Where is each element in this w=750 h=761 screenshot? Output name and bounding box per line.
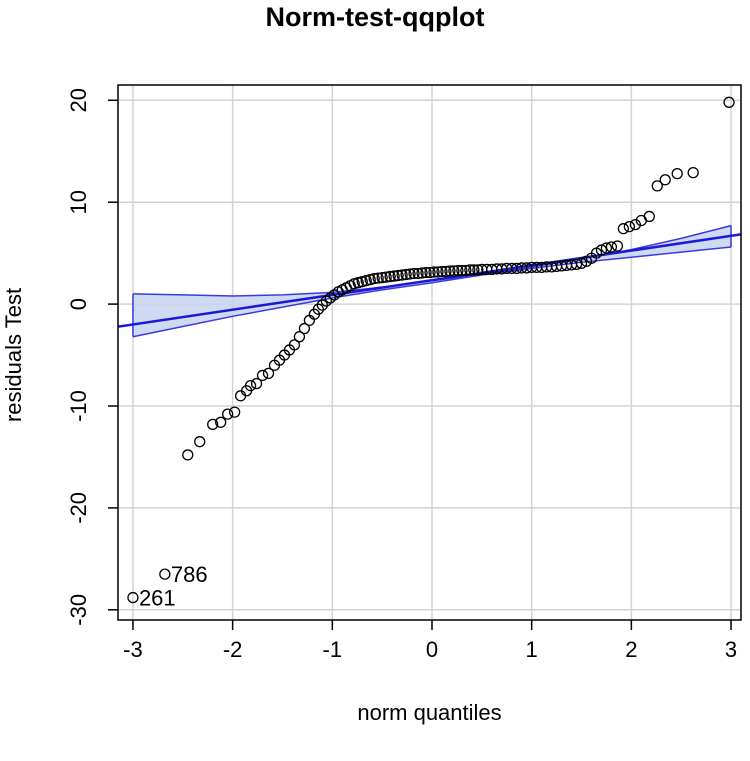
x-tick-label: -3 bbox=[123, 637, 143, 662]
plot-frame bbox=[117, 84, 742, 621]
data-point bbox=[384, 270, 396, 283]
data-point bbox=[440, 265, 452, 278]
data-point bbox=[651, 180, 663, 192]
data-point bbox=[611, 240, 624, 252]
data-point bbox=[643, 210, 655, 223]
data-point bbox=[312, 303, 325, 315]
data-point bbox=[464, 264, 476, 276]
data-point bbox=[288, 339, 301, 351]
data-point bbox=[376, 271, 388, 284]
x-tick-label: -2 bbox=[223, 637, 243, 662]
data-point bbox=[408, 267, 420, 280]
data-point-outlier bbox=[159, 568, 171, 580]
data-point bbox=[256, 369, 269, 382]
data-point bbox=[404, 268, 416, 280]
data-point bbox=[194, 436, 206, 448]
data-point bbox=[659, 174, 671, 186]
data-point bbox=[207, 418, 219, 430]
data-point bbox=[432, 266, 444, 278]
data-point bbox=[452, 264, 464, 277]
data-point bbox=[372, 272, 384, 284]
data-point bbox=[221, 408, 234, 420]
data-point bbox=[448, 265, 460, 277]
x-tick-label: 0 bbox=[426, 637, 438, 662]
point-label: 261 bbox=[139, 586, 176, 611]
reference-line bbox=[118, 233, 741, 328]
chart-title: Norm-test-qqplot bbox=[265, 2, 485, 32]
data-point bbox=[420, 266, 432, 279]
data-point bbox=[444, 265, 456, 277]
data-point bbox=[412, 267, 424, 280]
data-point bbox=[234, 390, 247, 402]
data-point bbox=[605, 241, 618, 253]
y-tick-label: -20 bbox=[66, 492, 91, 524]
data-point bbox=[416, 267, 428, 279]
y-tick-label: -10 bbox=[66, 390, 91, 422]
data-point bbox=[623, 220, 636, 233]
confidence-band-lower bbox=[132, 246, 732, 338]
data-point bbox=[595, 244, 608, 256]
y-tick-label: -30 bbox=[66, 594, 91, 626]
data-point bbox=[316, 299, 328, 311]
data-point bbox=[468, 264, 480, 276]
data-points bbox=[127, 96, 735, 604]
grid bbox=[118, 85, 741, 620]
data-point bbox=[392, 269, 404, 282]
data-point bbox=[388, 270, 400, 282]
data-point bbox=[570, 258, 583, 271]
data-point bbox=[396, 269, 408, 281]
data-point bbox=[215, 416, 227, 428]
data-point bbox=[244, 379, 257, 392]
y-tick-label: 10 bbox=[66, 190, 91, 214]
data-point bbox=[629, 218, 641, 231]
data-point bbox=[456, 264, 468, 277]
data-point bbox=[472, 264, 484, 276]
data-point-outlier bbox=[127, 591, 139, 604]
data-point bbox=[293, 331, 306, 343]
x-tick-label: -1 bbox=[323, 637, 343, 662]
data-point bbox=[182, 449, 194, 461]
x-tick-label: 1 bbox=[526, 637, 538, 662]
data-point bbox=[723, 96, 735, 108]
data-point bbox=[600, 242, 613, 254]
data-point bbox=[380, 271, 392, 283]
data-point bbox=[228, 406, 241, 418]
data-point bbox=[575, 257, 588, 269]
point-label: 786 bbox=[171, 562, 208, 587]
data-point bbox=[460, 264, 472, 277]
y-tick-label: 0 bbox=[66, 298, 91, 310]
data-point bbox=[671, 168, 683, 180]
data-point bbox=[262, 367, 275, 380]
data-point bbox=[368, 272, 380, 285]
data-point bbox=[617, 223, 630, 235]
y-tick-label: 20 bbox=[66, 88, 91, 112]
data-point bbox=[687, 166, 699, 179]
x-tick-label: 3 bbox=[725, 637, 737, 662]
data-point bbox=[250, 377, 263, 390]
reference-line-group bbox=[118, 233, 741, 328]
data-point bbox=[400, 268, 412, 281]
x-tick-label: 2 bbox=[625, 637, 637, 662]
data-point bbox=[298, 322, 311, 335]
x-axis-title: norm quantiles bbox=[357, 700, 502, 725]
data-point bbox=[424, 266, 436, 279]
data-point bbox=[428, 266, 440, 278]
data-point bbox=[436, 265, 448, 278]
